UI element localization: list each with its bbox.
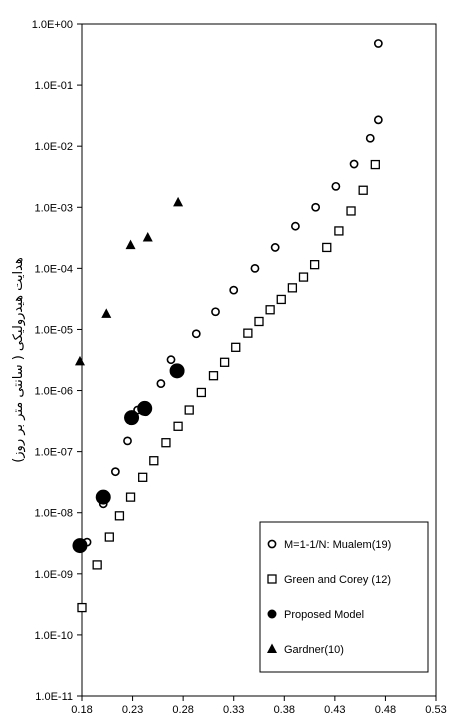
data-point xyxy=(156,379,166,388)
data-point xyxy=(211,307,220,317)
data-point xyxy=(346,206,356,216)
data-point xyxy=(291,221,300,231)
data-point xyxy=(123,436,132,446)
data-point xyxy=(169,363,185,379)
x-axis: 0.18 0.23 0.28 0.33 0.38 0.43 0.48 0.53 xyxy=(71,696,447,716)
legend-marker xyxy=(267,643,277,653)
data-point xyxy=(95,489,111,505)
data-point xyxy=(349,159,359,169)
data-point xyxy=(276,294,286,305)
data-point xyxy=(298,272,309,282)
data-point xyxy=(373,115,383,125)
data-point xyxy=(161,438,171,448)
y-tick-label: 1.0E+00 xyxy=(32,19,73,31)
x-tick-label: 0.18 xyxy=(71,704,92,716)
x-tick-label: 0.43 xyxy=(324,704,345,716)
y-tick-label: 1.0E-04 xyxy=(34,263,73,275)
data-point xyxy=(138,472,148,482)
data-point xyxy=(370,159,380,170)
data-point xyxy=(358,185,368,195)
data-point xyxy=(173,421,183,431)
data-point xyxy=(208,371,219,381)
y-tick-label: 1.0E-03 xyxy=(34,202,73,214)
y-tick-label: 1.0E-08 xyxy=(34,508,73,520)
data-point xyxy=(125,492,136,502)
x-tick-label: 0.48 xyxy=(375,704,396,716)
data-point xyxy=(184,405,194,415)
data-point xyxy=(229,285,239,295)
series-2 xyxy=(77,159,380,613)
series-4 xyxy=(74,196,184,366)
legend: M=1-1/N: Mualem(19) Green and Corey (12) P… xyxy=(259,521,429,673)
data-point xyxy=(173,196,184,207)
data-point xyxy=(125,239,136,250)
legend-label: Green and Corey (12) xyxy=(284,574,391,586)
y-tick-label: 1.0E-02 xyxy=(34,141,73,153)
data-point xyxy=(243,328,253,338)
data-point xyxy=(219,357,230,367)
data-point xyxy=(92,560,102,570)
y-tick-label: 1.0E-10 xyxy=(34,630,73,642)
y-tick-label: 1.0E-01 xyxy=(34,80,73,92)
legend-marker xyxy=(267,574,277,584)
y-tick-label: 1.0E-07 xyxy=(34,447,73,459)
x-tick-label: 0.33 xyxy=(223,704,244,716)
data-point xyxy=(137,400,153,416)
legend-marker xyxy=(267,539,277,549)
legend-label: Proposed Model xyxy=(284,609,364,621)
data-point xyxy=(250,263,260,273)
data-point xyxy=(101,308,112,318)
legend-box xyxy=(259,521,429,673)
data-point xyxy=(104,532,114,542)
chart-marks xyxy=(72,39,383,613)
data-point xyxy=(110,467,120,477)
data-point xyxy=(254,316,264,327)
data-point xyxy=(270,243,280,252)
x-tick-label: 0.38 xyxy=(274,704,295,716)
y-tick-label: 1.0E-06 xyxy=(34,386,73,398)
data-point xyxy=(142,232,153,242)
data-point xyxy=(365,133,375,143)
data-point xyxy=(287,283,298,293)
data-point xyxy=(373,39,383,48)
data-point xyxy=(72,538,88,554)
data-point xyxy=(77,602,87,613)
data-point xyxy=(196,387,206,398)
series-3 xyxy=(72,363,185,554)
y-tick-label: 1.0E-09 xyxy=(34,569,73,581)
data-point xyxy=(74,355,85,366)
y-tick-label: 1.0E-05 xyxy=(34,324,73,336)
legend-label: M=1-1/N: Mualem(19) xyxy=(284,539,391,551)
data-point xyxy=(231,342,241,352)
data-point xyxy=(322,242,332,253)
data-point xyxy=(311,202,321,212)
data-point xyxy=(124,410,140,426)
data-point xyxy=(114,511,125,521)
y-tick-label: 1.0E-11 xyxy=(35,691,73,703)
data-point xyxy=(166,355,176,365)
legend-label: Gardner(10) xyxy=(284,644,344,656)
x-tick-label: 0.53 xyxy=(425,704,446,716)
legend-marker xyxy=(267,609,277,619)
data-point xyxy=(334,226,344,236)
x-tick-label: 0.23 xyxy=(122,704,143,716)
data-point xyxy=(149,456,159,466)
data-point xyxy=(309,260,320,270)
data-point xyxy=(191,329,201,339)
data-point xyxy=(331,181,341,191)
y-axis: 1.0E+00 1.0E-01 1.0E-02 1.0E-03 1.0E-04 1.0E-… xyxy=(32,19,82,703)
x-tick-label: 0.28 xyxy=(172,704,193,716)
y-axis-label: هدایت هیدرولیکی ( سانتی متر بر روز) xyxy=(11,257,26,463)
data-point xyxy=(265,305,275,315)
